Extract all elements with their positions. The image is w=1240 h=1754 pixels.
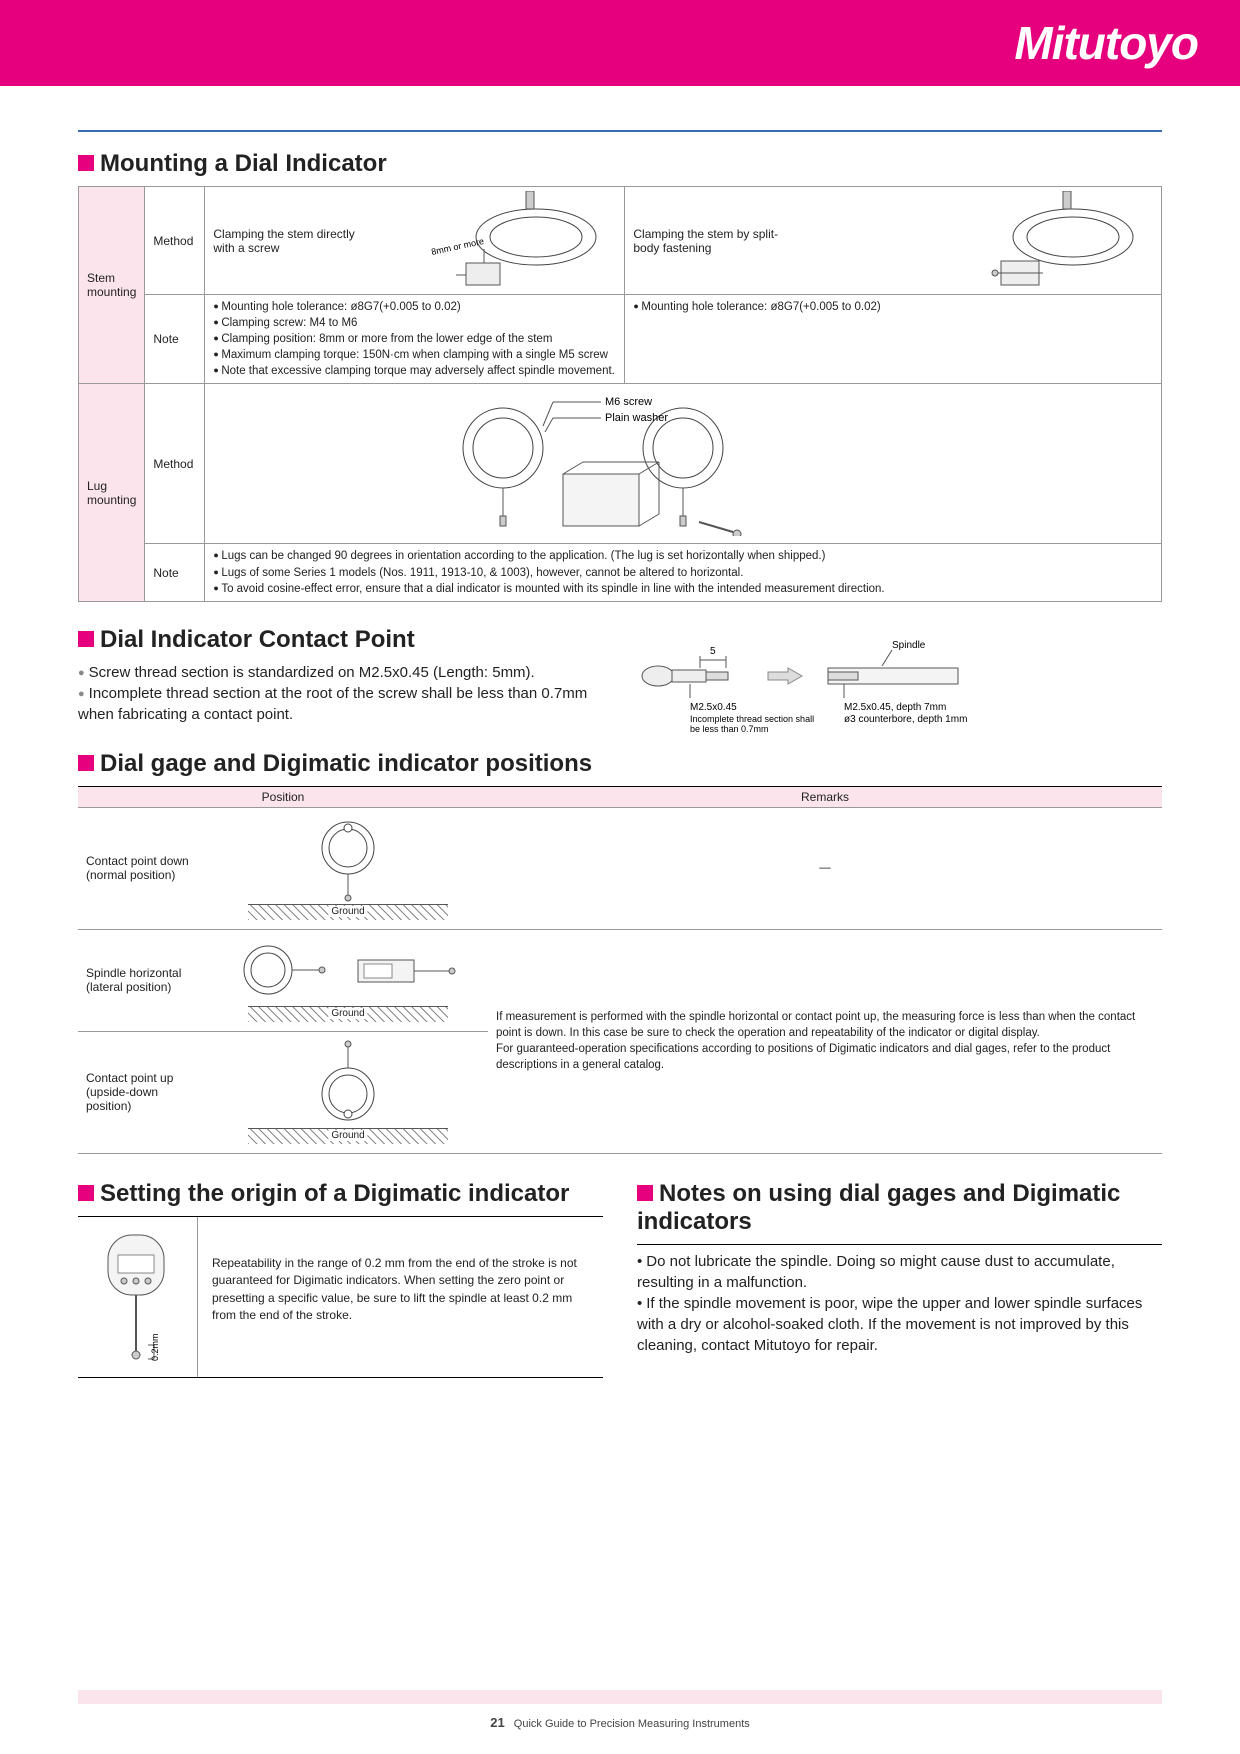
lug-notes: Lugs can be changed 90 degrees in orient… bbox=[205, 544, 1162, 601]
mounting-table: Stem mounting Method Clamping the stem d… bbox=[78, 186, 1162, 602]
positions-table: Position Remarks Contact point down (nor… bbox=[78, 786, 1162, 1154]
position-remark-1: — bbox=[488, 807, 1162, 929]
brand-logo: Mitutoyo bbox=[1014, 16, 1198, 70]
positions-header-position: Position bbox=[78, 786, 488, 807]
svg-text:ø3 counterbore, depth 1mm: ø3 counterbore, depth 1mm bbox=[844, 714, 967, 725]
stem-mounting-label: Stem mounting bbox=[79, 187, 145, 384]
stem-method-left-text: Clamping the stem directly with a screw bbox=[213, 227, 363, 255]
footer-text: 21 Quick Guide to Precision Measuring In… bbox=[0, 1715, 1240, 1730]
notes-body: Do not lubricate the spindle. Doing so m… bbox=[637, 1251, 1162, 1356]
contact-line: Screw thread section is standardized on … bbox=[78, 662, 608, 683]
svg-text:M2.5x0.45, depth 7mm: M2.5x0.45, depth 7mm bbox=[844, 702, 946, 713]
note-item: Mounting hole tolerance: ø8G7(+0.005 to … bbox=[633, 299, 1153, 315]
lug-method-cell: M6 screw Plain washer bbox=[205, 384, 1162, 544]
note-item: Maximum clamping torque: 150N·cm when cl… bbox=[213, 347, 616, 363]
ground-label: Ground bbox=[328, 1130, 367, 1141]
top-rule bbox=[78, 130, 1162, 132]
svg-text:Spindle: Spindle bbox=[892, 640, 926, 651]
note-item: Lugs can be changed 90 degrees in orient… bbox=[213, 548, 1153, 564]
section4-title-text: Setting the origin of a Digimatic indica… bbox=[100, 1180, 569, 1207]
stem-method-right: Clamping the stem by split-body fastenin… bbox=[625, 187, 1162, 295]
stem-method-left: Clamping the stem directly with a screw … bbox=[205, 187, 625, 295]
position-label: Contact point down (normal position) bbox=[78, 807, 208, 929]
positions-header-remarks: Remarks bbox=[488, 786, 1162, 807]
title-marker-icon bbox=[78, 755, 94, 771]
position-remark-shared: If measurement is performed with the spi… bbox=[488, 929, 1162, 1153]
note-item: To avoid cosine-effect error, ensure tha… bbox=[213, 581, 1153, 597]
ground-label: Ground bbox=[328, 906, 367, 917]
origin-box: 0.2mm Repeatability in the range of 0.2 … bbox=[78, 1216, 603, 1378]
note-item: Clamping screw: M4 to M6 bbox=[213, 315, 616, 331]
page-number: 21 bbox=[490, 1715, 504, 1730]
note-item: If the spindle movement is poor, wipe th… bbox=[637, 1293, 1162, 1356]
dial-stem-screw-icon: 8mm or more bbox=[386, 191, 616, 291]
contact-point-diagram-icon: 5 M2.5x0.45 Incomplete thread section sh… bbox=[628, 626, 1162, 736]
section3-title-text: Dial gage and Digimatic indicator positi… bbox=[100, 750, 592, 777]
dial-down-icon bbox=[248, 814, 448, 904]
svg-text:M6 screw: M6 screw bbox=[605, 396, 652, 408]
note-label: Note bbox=[145, 295, 205, 384]
svg-text:Incomplete thread section shal: Incomplete thread section shall bbox=[690, 714, 814, 724]
footer-accent-bar bbox=[78, 1690, 1162, 1704]
section4-title: Setting the origin of a Digimatic indica… bbox=[78, 1180, 603, 1208]
section2-title-text: Dial Indicator Contact Point bbox=[100, 626, 415, 653]
eight-mm-label: 8mm or more bbox=[431, 236, 485, 257]
stem-notes-right: Mounting hole tolerance: ø8G7(+0.005 to … bbox=[625, 295, 1162, 384]
section1-title: Mounting a Dial Indicator bbox=[78, 150, 1162, 178]
lug-mounting-diagram-icon: M6 screw Plain washer bbox=[213, 388, 1153, 536]
dial-up-icon bbox=[248, 1038, 448, 1128]
section3-title: Dial gage and Digimatic indicator positi… bbox=[78, 750, 1162, 778]
digimatic-origin-diagram: 0.2mm bbox=[78, 1217, 198, 1377]
header-banner: Mitutoyo bbox=[0, 0, 1240, 86]
origin-text: Repeatability in the range of 0.2 mm fro… bbox=[198, 1217, 603, 1377]
section5-title: Notes on using dial gages and Digimatic … bbox=[637, 1180, 1162, 1236]
dial-horizontal-icon bbox=[218, 936, 478, 1006]
dial-stem-split-icon bbox=[923, 191, 1153, 291]
section1-title-text: Mounting a Dial Indicator bbox=[100, 150, 387, 177]
note-label: Note bbox=[145, 544, 205, 601]
note-item: Lugs of some Series 1 models (Nos. 1911,… bbox=[213, 565, 1153, 581]
svg-text:Plain washer: Plain washer bbox=[605, 412, 668, 424]
note-item: Mounting hole tolerance: ø8G7(+0.005 to … bbox=[213, 299, 616, 315]
title-marker-icon bbox=[78, 155, 94, 171]
title-marker-icon bbox=[637, 1185, 653, 1201]
lug-mounting-label: Lug mounting bbox=[79, 384, 145, 601]
svg-text:0.2mm: 0.2mm bbox=[150, 1333, 160, 1361]
position-diagram-up: Ground bbox=[208, 1031, 488, 1153]
position-label: Contact point up (upside-down position) bbox=[78, 1031, 208, 1153]
stem-notes-left: Mounting hole tolerance: ø8G7(+0.005 to … bbox=[205, 295, 625, 384]
title-marker-icon bbox=[78, 1185, 94, 1201]
note-item: Clamping position: 8mm or more from the … bbox=[213, 331, 616, 347]
method-label: Method bbox=[145, 384, 205, 544]
note-item: Do not lubricate the spindle. Doing so m… bbox=[637, 1251, 1162, 1293]
doc-title: Quick Guide to Precision Measuring Instr… bbox=[514, 1718, 750, 1730]
contact-line: Incomplete thread section at the root of… bbox=[78, 683, 608, 725]
section5-title-text: Notes on using dial gages and Digimatic … bbox=[637, 1180, 1120, 1235]
svg-text:be less than 0.7mm: be less than 0.7mm bbox=[690, 724, 769, 734]
page-footer: 21 Quick Guide to Precision Measuring In… bbox=[0, 1676, 1240, 1754]
position-diagram-horizontal: Ground bbox=[208, 929, 488, 1031]
stem-method-right-text: Clamping the stem by split-body fastenin… bbox=[633, 227, 783, 255]
digimatic-indicator-icon: 0.2mm bbox=[84, 1223, 192, 1371]
method-label: Method bbox=[145, 187, 205, 295]
svg-text:M2.5x0.45: M2.5x0.45 bbox=[690, 702, 737, 713]
contact-point-diagram: 5 M2.5x0.45 Incomplete thread section sh… bbox=[628, 626, 1162, 736]
dim-5: 5 bbox=[710, 646, 716, 657]
position-diagram-down: Ground bbox=[208, 807, 488, 929]
note-item: Note that excessive clamping torque may … bbox=[213, 363, 616, 379]
section2-title: Dial Indicator Contact Point bbox=[78, 626, 608, 654]
position-label: Spindle horizontal (lateral position) bbox=[78, 929, 208, 1031]
ground-label: Ground bbox=[328, 1008, 367, 1019]
title-marker-icon bbox=[78, 631, 94, 647]
